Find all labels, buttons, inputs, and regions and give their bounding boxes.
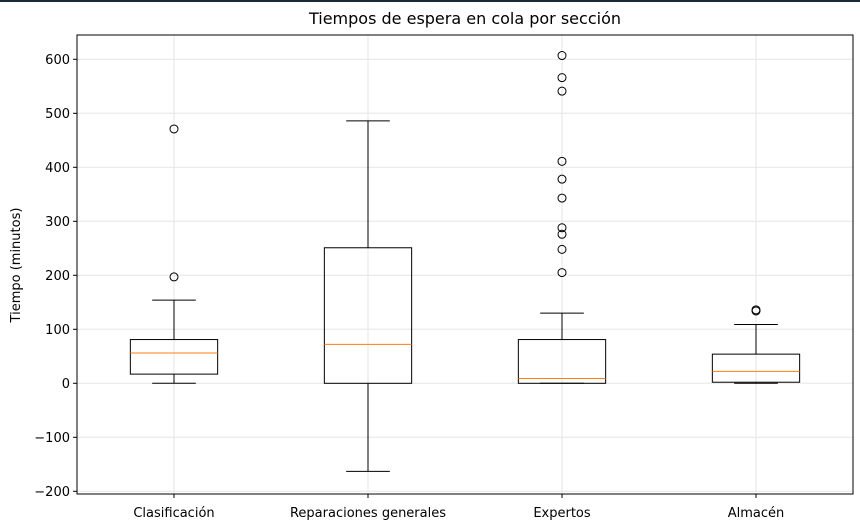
iqr-box <box>517 339 607 384</box>
outlier-point <box>557 223 567 233</box>
outlier-point <box>557 244 567 254</box>
outlier-point <box>557 268 567 278</box>
iqr-box <box>711 353 801 383</box>
iqr-box <box>129 339 219 375</box>
iqr-box <box>323 247 413 384</box>
y-axis-label: Tiempo (minutos) <box>9 208 24 324</box>
outlier-point <box>557 86 567 96</box>
y-tick-label: 500 <box>45 107 70 122</box>
y-tick-label: 300 <box>45 215 70 230</box>
x-axis: Clasificación Reparaciones generales Exper… <box>133 494 784 521</box>
boxes-group <box>129 51 801 472</box>
outlier-point <box>557 193 567 203</box>
window-top-border <box>0 0 860 2</box>
x-tick-label: Expertos <box>533 506 591 521</box>
y-tick-label: 600 <box>45 53 70 68</box>
outlier-point <box>557 174 567 184</box>
outlier-point <box>557 229 567 239</box>
y-tick-label: −100 <box>34 431 70 446</box>
y-tick-label: 400 <box>45 161 70 176</box>
y-tick-label: 0 <box>62 377 70 392</box>
outlier-point <box>751 305 761 315</box>
outlier-point <box>169 272 179 282</box>
outlier-point <box>557 51 567 61</box>
plot-frame <box>76 34 854 495</box>
chart-title: Tiempos de espera en cola por sección <box>308 9 621 28</box>
y-tick-label: 200 <box>45 269 70 284</box>
x-tick-label: Reparaciones generales <box>290 506 446 521</box>
y-tick-label: 100 <box>45 323 70 338</box>
outlier-point <box>557 73 567 83</box>
y-axis: −200 −100 0 100 200 300 400 500 600 <box>34 53 77 500</box>
x-tick-label: Almacén <box>728 506 785 521</box>
x-tick-label: Clasificación <box>133 506 214 521</box>
outlier-point <box>169 124 179 134</box>
y-tick-label: −200 <box>34 485 70 500</box>
grid-lines <box>77 35 853 494</box>
outlier-point <box>557 156 567 166</box>
